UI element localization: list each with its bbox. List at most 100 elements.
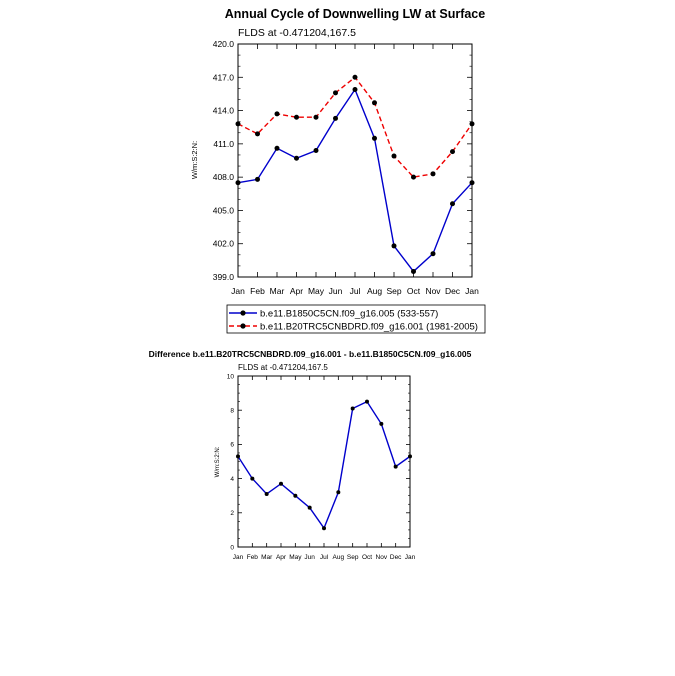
x-tick-label: Jan — [405, 554, 416, 561]
x-tick-label: Aug — [367, 286, 382, 296]
data-point-series-1 — [250, 476, 255, 481]
y-tick-label: 6 — [230, 442, 234, 449]
data-point-series-1 — [408, 454, 412, 459]
legend-marker-series-2 — [240, 323, 246, 329]
data-point-series-1 — [293, 493, 298, 498]
data-point-series-1 — [274, 145, 280, 151]
y-tick-label: 408.0 — [213, 172, 235, 182]
data-point-series-1 — [350, 406, 355, 411]
axes: Jan Feb Mar Apr May Jun Jul Aug Sep Oct Nov Dec Jan1… — [227, 373, 416, 561]
x-tick-label: Nov — [376, 554, 388, 561]
series-layer — [236, 399, 412, 531]
x-tick-label: Oct — [362, 554, 372, 561]
y-tick-label: 405.0 — [213, 205, 235, 215]
x-tick-label: Jan — [231, 286, 245, 296]
x-tick-label: Feb — [247, 554, 259, 561]
data-point-series-1 — [352, 86, 358, 92]
x-tick-label: Sep — [347, 554, 359, 561]
chart-subtitle: FLDS at -0.471204,167.5 — [238, 363, 328, 372]
series-layer — [235, 74, 475, 274]
data-point-series-1 — [336, 490, 341, 495]
x-tick-label: May — [289, 554, 302, 561]
data-point-series-2 — [255, 131, 260, 137]
y-tick-label: 8 — [230, 408, 234, 415]
data-point-series-1 — [430, 251, 436, 257]
x-tick-label: Jan — [465, 286, 479, 296]
data-point-series-1 — [469, 180, 475, 186]
y-tick-label: 417.0 — [213, 72, 235, 82]
y-tick-label: 4 — [230, 476, 234, 483]
difference-chart: Difference b.e11.B20TRC5CNBDRD.f09_g16.0… — [149, 349, 472, 561]
x-tick-label: Sep — [386, 286, 401, 296]
chart-title: Difference b.e11.B20TRC5CNBDRD.f09_g16.0… — [149, 349, 472, 359]
x-tick-label: May — [308, 286, 325, 296]
data-point-series-1 — [372, 135, 377, 141]
data-point-series-2 — [372, 100, 377, 106]
chart-subtitle: FLDS at -0.471204,167.5 — [238, 27, 356, 39]
data-point-series-1 — [294, 155, 299, 161]
data-point-series-2 — [294, 114, 299, 120]
data-point-series-1 — [235, 180, 241, 186]
data-point-series-2 — [333, 90, 338, 96]
x-tick-label: Jan — [233, 554, 244, 561]
x-tick-label: Dec — [445, 286, 461, 296]
data-point-series-1 — [313, 148, 319, 154]
y-tick-label: 414.0 — [213, 106, 235, 116]
series-line-1 — [237, 400, 411, 530]
axes: Jan Feb Mar Apr May Jun Jul Aug Sep Oct Nov Dec Jan 4… — [213, 39, 479, 296]
annual-cycle-chart: Annual Cycle of Downwelling LW at Surfac… — [190, 7, 486, 334]
data-point-series-1 — [279, 481, 283, 486]
legend-label-series-2: b.e11.B20TRC5CNBDRD.f09_g16.001 (1981-20… — [260, 322, 478, 333]
data-point-series-1 — [307, 505, 312, 510]
plot-frame — [237, 375, 411, 548]
y-tick-label: 411.0 — [213, 139, 234, 149]
x-tick-label: Jul — [350, 286, 361, 296]
data-point-series-1 — [411, 268, 416, 274]
x-tick-label: Dec — [390, 554, 402, 561]
x-tick-label: Aug — [333, 554, 345, 561]
y-tick-label: 2 — [230, 510, 234, 517]
data-point-series-1 — [333, 115, 338, 121]
data-point-series-1 — [322, 526, 326, 531]
x-tick-label: Jun — [329, 286, 343, 296]
series-line-2 — [237, 76, 473, 178]
data-point-series-1 — [264, 491, 269, 496]
series-line-1 — [237, 88, 473, 273]
data-point-series-2 — [450, 149, 455, 155]
legend-marker-series-1 — [240, 310, 246, 316]
data-point-series-1 — [236, 454, 240, 459]
x-tick-label: Feb — [250, 286, 265, 296]
chart-title: Annual Cycle of Downwelling LW at Surfac… — [225, 7, 485, 21]
x-tick-label: Jul — [320, 554, 329, 561]
data-point-series-2 — [313, 114, 319, 120]
y-axis-label: W/m:S:2:N: — [190, 141, 199, 179]
data-point-series-2 — [235, 121, 241, 127]
x-tick-label: Apr — [290, 286, 303, 296]
y-tick-label: 402.0 — [213, 239, 235, 249]
y-tick-label: 0 — [230, 544, 234, 551]
data-point-series-1 — [393, 464, 398, 469]
data-point-series-2 — [430, 171, 436, 177]
x-tick-label: Mar — [261, 554, 273, 561]
data-point-series-1 — [450, 201, 455, 207]
legend-label-series-1: b.e11.B1850C5CN.f09_g16.005 (533-557) — [260, 309, 438, 320]
x-tick-label: Nov — [425, 286, 441, 296]
x-tick-label: Oct — [407, 286, 421, 296]
y-tick-label: 399.0 — [213, 272, 235, 282]
x-tick-label: Mar — [270, 286, 285, 296]
data-point-series-2 — [391, 153, 397, 159]
x-tick-label: Jun — [304, 554, 315, 561]
data-point-series-2 — [274, 111, 280, 117]
y-tick-label: 420.0 — [213, 39, 235, 49]
data-point-series-2 — [469, 121, 475, 127]
data-point-series-2 — [352, 74, 358, 80]
data-point-series-1 — [379, 421, 384, 426]
data-point-series-1 — [391, 243, 397, 249]
data-point-series-1 — [255, 176, 260, 182]
y-tick-label: 10 — [227, 373, 235, 380]
legend-box — [226, 304, 486, 334]
data-point-series-1 — [365, 399, 369, 404]
y-axis-label: W/m:S:2:N: — [215, 446, 221, 477]
legend: b.e11.B1850C5CN.f09_g16.005 (533-557) b.… — [226, 304, 486, 334]
